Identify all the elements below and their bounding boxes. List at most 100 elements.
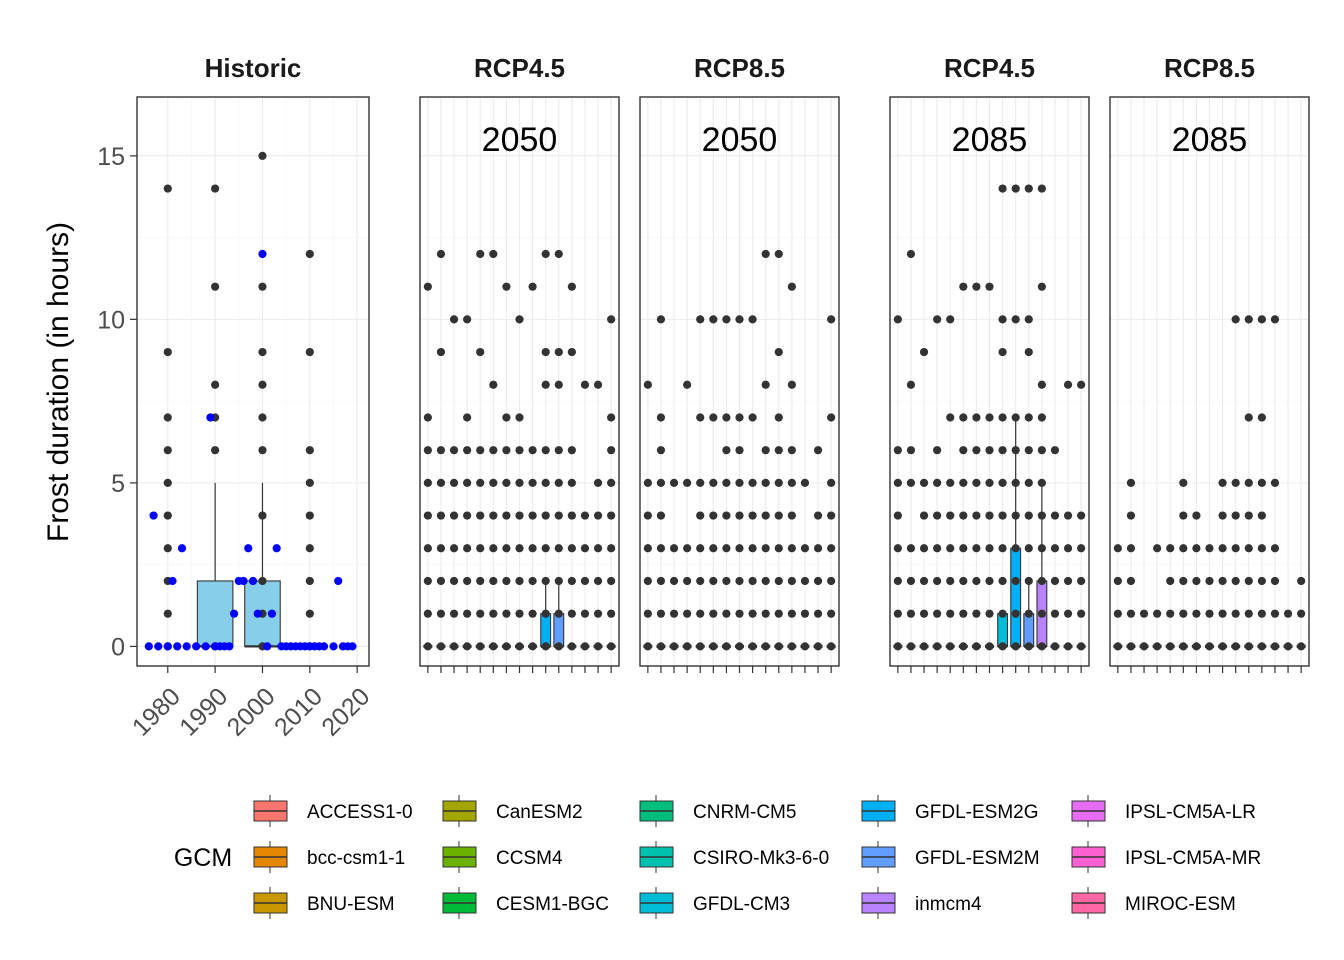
data-point	[476, 347, 485, 357]
data-point	[502, 282, 511, 291]
data-point	[489, 544, 498, 553]
data-point	[906, 576, 916, 586]
data-point	[946, 413, 955, 422]
data-point	[502, 544, 511, 553]
data-point	[163, 184, 172, 193]
box	[997, 613, 1009, 647]
data-point	[1024, 609, 1033, 618]
data-point	[541, 249, 550, 259]
data-point	[449, 576, 459, 586]
data-point-observed	[253, 609, 262, 618]
data-point	[580, 576, 590, 586]
data-point	[1218, 511, 1227, 520]
data-point	[774, 478, 783, 487]
data-point	[593, 609, 603, 618]
data-point	[593, 576, 603, 586]
data-point	[906, 544, 916, 553]
data-point	[761, 511, 770, 520]
legend-label: IPSL-CM5A-LR	[1125, 802, 1256, 823]
data-point	[567, 544, 576, 553]
data-point	[305, 576, 314, 586]
y-tick-label: 15	[97, 143, 125, 171]
data-point	[515, 478, 524, 487]
data-point	[463, 576, 472, 586]
data-point	[567, 282, 576, 291]
data-point	[656, 478, 666, 487]
data-point	[985, 511, 994, 520]
data-point	[305, 511, 314, 520]
data-point	[489, 380, 498, 389]
data-point-observed	[163, 642, 172, 651]
data-point	[998, 184, 1007, 193]
data-point	[893, 511, 902, 520]
data-point	[1257, 576, 1266, 586]
data-point	[959, 478, 968, 487]
data-point	[554, 511, 563, 520]
data-point	[827, 544, 836, 553]
data-point	[1126, 544, 1136, 553]
data-point-observed	[329, 642, 338, 651]
data-point	[567, 511, 576, 520]
data-point	[735, 478, 744, 487]
data-point-observed	[229, 609, 239, 618]
data-point-observed	[263, 642, 272, 651]
data-point	[163, 347, 172, 357]
data-point	[258, 446, 267, 455]
data-point	[1011, 609, 1020, 618]
data-point	[893, 544, 902, 553]
data-point	[258, 413, 267, 422]
data-point	[1050, 511, 1060, 520]
data-point-observed	[239, 576, 248, 586]
data-point	[735, 576, 744, 586]
data-point	[985, 446, 994, 455]
data-point	[813, 511, 823, 520]
legend-label: CESM1-BGC	[496, 894, 609, 915]
panel-strip-title: RCP8.5	[1164, 53, 1255, 83]
data-point	[258, 347, 267, 357]
data-point	[683, 478, 692, 487]
data-point	[528, 609, 537, 618]
data-point	[211, 282, 220, 291]
data-point	[1231, 478, 1240, 487]
data-point	[436, 347, 446, 357]
data-point	[946, 511, 955, 520]
data-point	[709, 413, 718, 422]
data-point	[998, 609, 1007, 618]
x-tick-label: 1990	[174, 682, 233, 741]
data-point	[1113, 576, 1122, 586]
data-point	[436, 446, 446, 455]
data-point	[800, 576, 810, 586]
x-tick-label: 2020	[316, 682, 375, 741]
data-point	[436, 609, 446, 618]
data-point	[748, 511, 757, 520]
data-point	[643, 511, 652, 520]
data-point	[515, 446, 524, 455]
data-point	[554, 446, 563, 455]
data-point	[554, 380, 563, 389]
legend-label: bcc-csm1-1	[307, 848, 405, 869]
y-tick-label: 0	[111, 633, 125, 661]
data-point	[305, 609, 314, 618]
data-point	[593, 544, 603, 553]
panel-4: 2085 RCP4.5	[889, 53, 1090, 673]
data-point	[1024, 184, 1033, 193]
data-point	[554, 576, 563, 586]
data-point	[436, 544, 446, 553]
data-point	[722, 511, 731, 520]
data-point	[567, 446, 576, 455]
data-point	[1179, 478, 1188, 487]
data-point	[643, 576, 652, 586]
data-point	[436, 511, 446, 520]
data-point	[933, 315, 942, 324]
data-point-observed	[244, 544, 253, 553]
data-point	[946, 609, 955, 618]
data-point	[683, 609, 692, 618]
data-point	[827, 315, 836, 324]
data-point	[827, 576, 836, 586]
y-tick-label: 10	[97, 306, 125, 334]
legend-item: CNRM-CM5	[639, 795, 796, 827]
data-point	[906, 380, 916, 389]
data-point	[502, 478, 511, 487]
data-point	[813, 446, 823, 455]
x-tick-label: 2010	[269, 682, 328, 741]
